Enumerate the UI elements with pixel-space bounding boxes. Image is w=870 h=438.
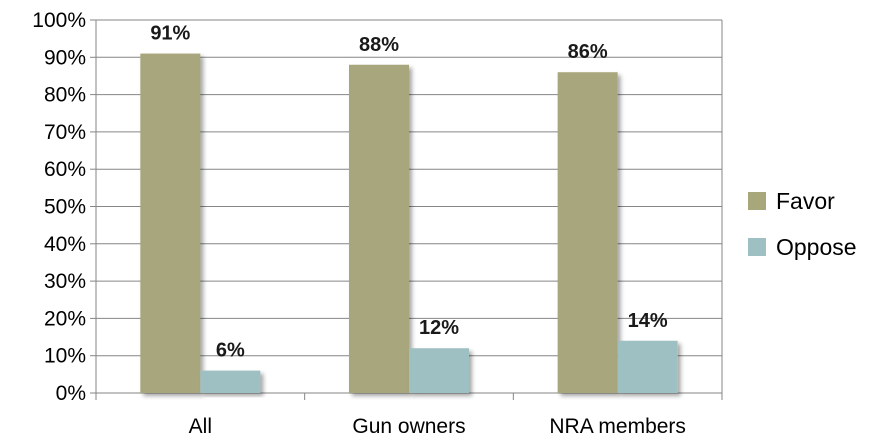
data-label: 86% [568, 41, 608, 63]
y-tick-label: 80% [44, 84, 86, 107]
data-label: 14% [628, 310, 668, 332]
bar-oppose [409, 348, 469, 393]
y-tick-label: 90% [44, 46, 86, 69]
data-label: 91% [150, 23, 190, 45]
y-tick-label: 100% [32, 9, 86, 32]
data-label: 88% [359, 34, 399, 56]
data-label: 12% [419, 317, 459, 339]
y-tick-label: 70% [44, 121, 86, 144]
legend-swatch [748, 192, 766, 210]
y-tick-label: 10% [44, 345, 86, 368]
bar-oppose [617, 340, 678, 393]
bar-favor [349, 64, 409, 393]
data-label: 6% [216, 340, 245, 362]
bar-favor [557, 72, 618, 393]
legend-label: Oppose [776, 234, 857, 260]
y-tick-label: 50% [44, 196, 86, 219]
bars [140, 53, 678, 393]
axes: 0% 10% 20% 30% 40% 50% 60% 70% 80% 90% 100% All Gun … [32, 9, 723, 438]
legend-swatch [748, 238, 766, 256]
x-category-label: NRA members [549, 415, 686, 438]
legend-label: Favor [776, 188, 835, 214]
x-category-label: Gun owners [352, 415, 465, 438]
y-tick-label: 0% [56, 382, 86, 405]
legend: Favor Oppose [748, 188, 857, 260]
bar-favor [140, 53, 201, 393]
y-tick-label: 30% [44, 270, 86, 293]
y-tick-label: 20% [44, 307, 86, 330]
y-tick-label: 40% [44, 233, 86, 256]
data-labels: 91% 6% 88% 12% 86% 14% [150, 23, 668, 362]
bar-oppose [200, 370, 261, 393]
x-category-label: All [189, 415, 212, 438]
y-tick-label: 60% [44, 158, 86, 181]
